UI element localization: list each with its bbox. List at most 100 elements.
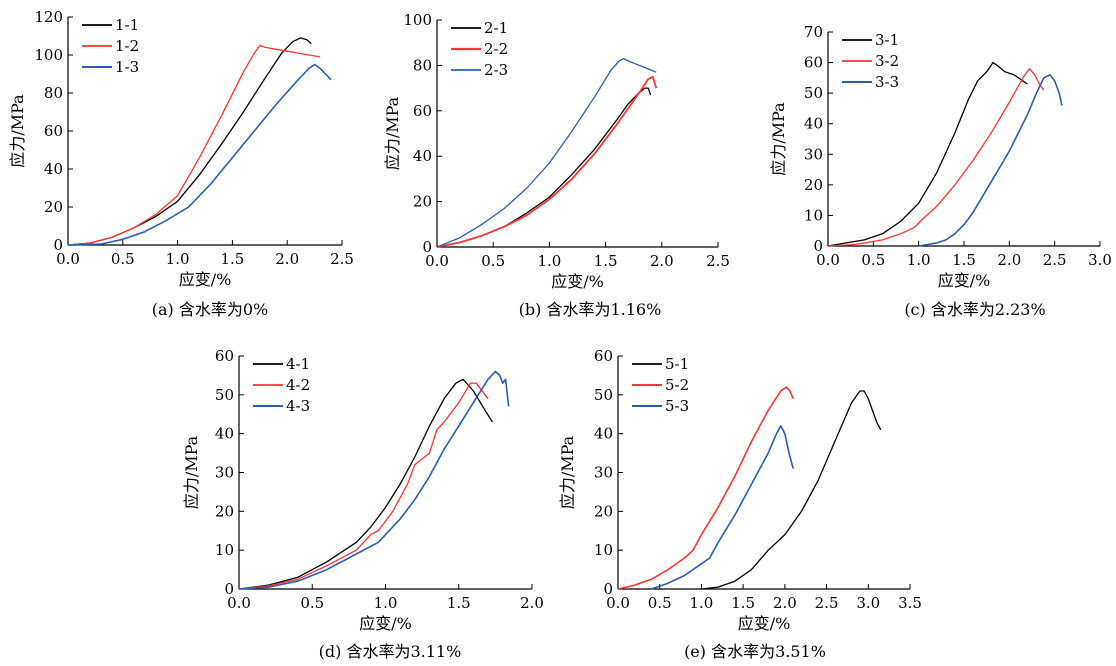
x-tick-label: 0.5 bbox=[648, 594, 672, 612]
x-tick-label: 2.5 bbox=[815, 594, 839, 612]
y-axis-label: 应力/MPa bbox=[558, 435, 577, 509]
x-tick-label: 1.5 bbox=[447, 594, 471, 612]
x-axis-label: 应变/% bbox=[179, 270, 232, 289]
y-tick-label: 30 bbox=[215, 464, 234, 482]
y-tick-label: 100 bbox=[34, 46, 63, 64]
x-tick-label: 2.5 bbox=[330, 250, 354, 268]
x-tick-label: 3.5 bbox=[898, 594, 922, 612]
y-tick-label: 20 bbox=[44, 198, 63, 216]
panel-d: 0.0 0.5 1.0 1.5 2.0 0 10 20 30 40 50 60 应变/% 应力/MPa 4-… bbox=[182, 347, 544, 661]
y-tick-label: 40 bbox=[594, 425, 613, 443]
y-tick-label: 50 bbox=[215, 386, 234, 404]
x-axis-label: 应变/% bbox=[738, 614, 791, 633]
x-tick-label: 1.5 bbox=[220, 250, 244, 268]
legend-label-1-1: 1-1 bbox=[115, 16, 139, 34]
y-tick-label: 60 bbox=[44, 122, 63, 140]
y-tick-label: 30 bbox=[594, 464, 613, 482]
y-axis-label: 应力/MPa bbox=[769, 102, 788, 176]
x-tick-label: 2.0 bbox=[520, 594, 544, 612]
y-axis-label: 应力/MPa bbox=[383, 96, 402, 170]
y-tick-label: 40 bbox=[44, 160, 63, 178]
y-tick-label: 0 bbox=[53, 236, 63, 254]
x-tick-label: 2.0 bbox=[275, 250, 299, 268]
x-tick-label: 0.0 bbox=[816, 251, 840, 269]
x-tick-label: 2.0 bbox=[997, 251, 1021, 269]
y-tick-label: 70 bbox=[804, 23, 823, 41]
x-tick-label: 0.0 bbox=[56, 250, 80, 268]
x-tick-label: 1.5 bbox=[731, 594, 755, 612]
legend-label-5-2: 5-2 bbox=[665, 376, 689, 394]
legend-label-5-3: 5-3 bbox=[665, 397, 689, 415]
y-tick-label: 40 bbox=[413, 147, 432, 165]
y-tick-label: 40 bbox=[804, 115, 823, 133]
legend-label-2-3: 2-3 bbox=[484, 61, 508, 79]
y-tick-label: 50 bbox=[594, 386, 613, 404]
y-tick-label: 80 bbox=[44, 84, 63, 102]
x-tick-label: 3.0 bbox=[856, 594, 880, 612]
y-tick-label: 0 bbox=[603, 580, 613, 598]
y-tick-label: 20 bbox=[215, 502, 234, 520]
y-tick-label: 60 bbox=[215, 347, 234, 365]
x-tick-label: 1.5 bbox=[952, 251, 976, 269]
series-line-1-1 bbox=[67, 37, 312, 246]
y-tick-label: 30 bbox=[804, 145, 823, 163]
panel-caption: (e) 含水率为3.51% bbox=[684, 642, 826, 661]
legend-label-2-1: 2-1 bbox=[484, 19, 508, 37]
series-line-5-3 bbox=[651, 425, 794, 590]
x-tick-label: 0.0 bbox=[227, 594, 251, 612]
legend-label-4-1: 4-1 bbox=[286, 355, 310, 373]
legend-label-3-3: 3-3 bbox=[875, 73, 899, 91]
panel-c: 0.0 0.5 1.0 1.5 2.0 2.5 3.0 0 10 20 30 40 50 60 70 应变/%… bbox=[769, 23, 1112, 319]
x-tick-label: 0.0 bbox=[606, 594, 630, 612]
y-tick-label: 120 bbox=[34, 8, 63, 26]
legend-label-1-3: 1-3 bbox=[115, 58, 139, 76]
y-tick-label: 0 bbox=[422, 238, 432, 256]
x-tick-label: 1.5 bbox=[594, 252, 618, 270]
legend-label-1-2: 1-2 bbox=[115, 37, 139, 55]
x-axis-label: 应变/% bbox=[938, 271, 991, 290]
y-tick-label: 50 bbox=[804, 84, 823, 102]
x-tick-label: 1.0 bbox=[537, 252, 561, 270]
series-line-3-3 bbox=[918, 74, 1063, 247]
x-axis-label: 应变/% bbox=[551, 272, 604, 291]
legend-label-4-2: 4-2 bbox=[286, 376, 310, 394]
y-tick-label: 40 bbox=[215, 425, 234, 443]
x-tick-label: 1.0 bbox=[907, 251, 931, 269]
y-tick-label: 0 bbox=[224, 580, 234, 598]
x-tick-label: 2.0 bbox=[650, 252, 674, 270]
x-tick-label: 0.5 bbox=[300, 594, 324, 612]
series-line-1-2 bbox=[67, 44, 321, 246]
y-tick-label: 10 bbox=[594, 541, 613, 559]
y-tick-label: 10 bbox=[215, 541, 234, 559]
series-line-5-2 bbox=[617, 386, 794, 590]
x-tick-label: 0.5 bbox=[481, 252, 505, 270]
series-line-3-1 bbox=[827, 61, 1028, 247]
y-tick-label: 20 bbox=[804, 176, 823, 194]
y-axis-label: 应力/MPa bbox=[8, 94, 27, 168]
legend-label-2-2: 2-2 bbox=[484, 40, 508, 58]
legend-label-3-1: 3-1 bbox=[875, 31, 899, 49]
series-line-2-3 bbox=[436, 57, 657, 248]
x-tick-label: 0.5 bbox=[111, 250, 135, 268]
series-line-3-2 bbox=[827, 68, 1045, 247]
x-tick-label: 1.0 bbox=[166, 250, 190, 268]
series-line-4-2 bbox=[238, 382, 489, 590]
legend-label-3-2: 3-2 bbox=[875, 52, 899, 70]
panel-caption: (c) 含水率为2.23% bbox=[904, 300, 1045, 319]
panel-e: 0.0 0.5 1.0 1.5 2.0 2.5 3.0 3.5 0 10 20 30 40 50 60 应变/… bbox=[558, 347, 922, 661]
x-tick-label: 2.0 bbox=[773, 594, 797, 612]
series-line-2-2 bbox=[436, 75, 658, 248]
x-tick-label: 1.0 bbox=[689, 594, 713, 612]
y-tick-label: 0 bbox=[813, 237, 823, 255]
y-tick-label: 60 bbox=[594, 347, 613, 365]
panel-caption: (a) 含水率为0% bbox=[152, 300, 269, 319]
legend-label-4-3: 4-3 bbox=[286, 397, 310, 415]
series-line-1-3 bbox=[67, 63, 332, 246]
legend-label-5-1: 5-1 bbox=[665, 355, 689, 373]
panel-caption: (d) 含水率为3.11% bbox=[319, 642, 462, 661]
series-line-5-1 bbox=[701, 390, 882, 590]
series-line-2-1 bbox=[436, 87, 652, 248]
y-axis-label: 应力/MPa bbox=[182, 435, 201, 509]
x-tick-label: 1.0 bbox=[374, 594, 398, 612]
